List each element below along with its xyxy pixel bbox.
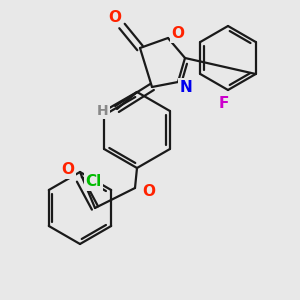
Text: O: O <box>142 184 155 200</box>
Text: O: O <box>61 163 74 178</box>
Text: H: H <box>97 104 109 118</box>
Text: F: F <box>219 97 229 112</box>
Text: N: N <box>180 80 192 94</box>
Text: O: O <box>172 26 184 41</box>
Text: O: O <box>109 11 122 26</box>
Text: Cl: Cl <box>85 175 101 190</box>
